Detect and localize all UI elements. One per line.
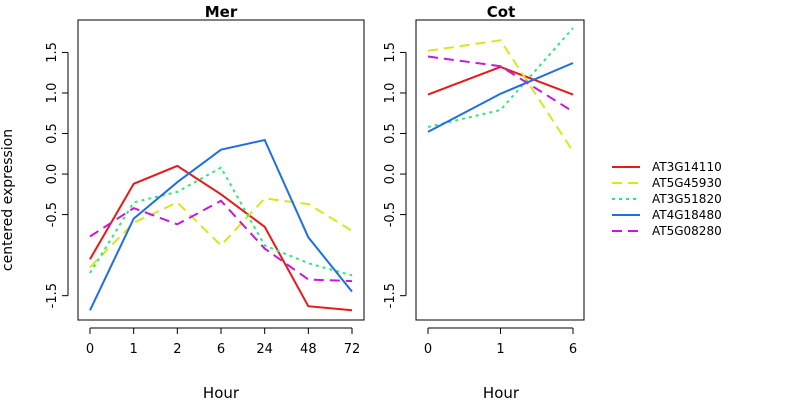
x-axis-label-mer: Hour	[203, 384, 240, 400]
legend-label-at5g45930: AT5G45930	[652, 176, 722, 190]
x-tick-label-mer: 0	[86, 342, 94, 357]
y-tick-label-mer: -1.5	[45, 283, 60, 308]
y-tick-label-cot: 0.5	[383, 123, 398, 144]
y-tick-label-mer: 0.5	[45, 123, 60, 144]
series-line-at5g08280-cot	[427, 55, 574, 113]
series-line-at3g14110-cot	[427, 65, 574, 96]
y-tick-label-mer: 1.0	[45, 83, 60, 104]
series-line-at5g45930-cot	[427, 39, 574, 152]
y-tick-label-cot: 1.0	[383, 83, 398, 104]
x-axis-label-cot: Hour	[483, 384, 520, 400]
series-line-at3g51820-cot	[427, 27, 574, 128]
y-tick-label-cot: -1.5	[383, 283, 398, 308]
panel-title-mer: Mer	[205, 3, 238, 21]
panel-title-cot: Cot	[487, 3, 515, 21]
legend-label-at3g51820: AT3G51820	[652, 192, 722, 206]
x-tick-label-mer: 6	[217, 342, 225, 357]
y-tick-label-cot: 0.0	[383, 164, 398, 185]
series-line-at5g45930-mer	[89, 197, 353, 268]
panel-cot: Cot Hour 0 1 6 -1.5 -0.5 0.0 0.5 1.0 1.5	[383, 3, 585, 400]
series-line-at4g18480-cot	[427, 62, 574, 133]
panel-mer: Mer Hour 0 1 2 6 24 48 72 -1.5 -0.5 0.0 0.5 1.0 1.5	[45, 3, 365, 400]
x-tick-label-cot: 0	[424, 342, 432, 357]
legend-label-at3g14110: AT3G14110	[652, 160, 722, 174]
y-tick-label-cot: 1.5	[383, 42, 398, 63]
y-tick-label-cot: -0.5	[383, 202, 398, 227]
series-line-at3g14110-mer	[89, 164, 353, 312]
x-tick-label-mer: 1	[130, 342, 138, 357]
series-line-at3g51820-mer	[89, 166, 353, 277]
series-line-at5g08280-mer	[89, 199, 353, 283]
y-tick-label-mer: 1.5	[45, 42, 60, 63]
x-tick-label-cot: 1	[496, 342, 504, 357]
legend-label-at5g08280: AT5G08280	[652, 224, 722, 238]
y-tick-label-mer: -0.5	[45, 202, 60, 227]
x-tick-label-mer: 2	[173, 342, 181, 357]
legend-label-at4g18480: AT4G18480	[652, 208, 722, 222]
y-tick-label-mer: 0.0	[45, 164, 60, 185]
x-tick-label-cot: 6	[569, 342, 577, 357]
legend: AT3G14110 AT5G45930 AT3G51820 AT4G18480 AT5G…	[612, 160, 722, 238]
y-axis-label: centered expression	[0, 129, 16, 271]
plot-frame-mer	[77, 19, 365, 321]
x-tick-label-mer: 72	[344, 342, 361, 357]
x-tick-label-mer: 24	[256, 342, 273, 357]
x-tick-label-mer: 48	[300, 342, 317, 357]
plot-frame-cot	[415, 19, 585, 321]
series-line-at4g18480-mer	[89, 138, 353, 311]
